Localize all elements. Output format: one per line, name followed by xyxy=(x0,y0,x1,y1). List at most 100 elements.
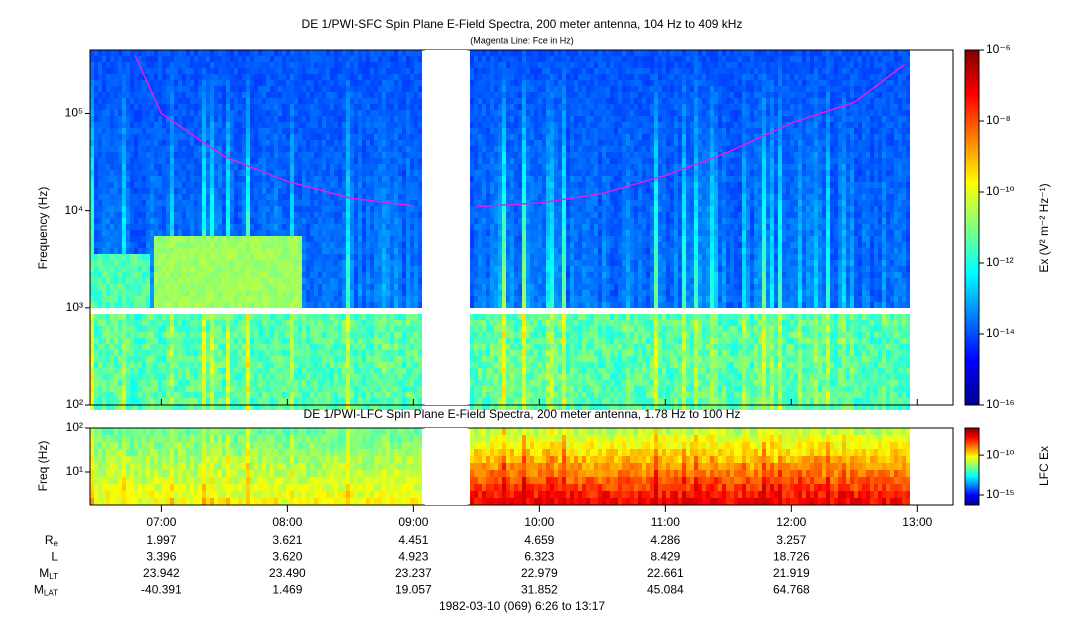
spectrogram-cell xyxy=(130,200,134,206)
spectrogram-cell xyxy=(322,470,326,477)
spectrogram-cell xyxy=(234,212,238,218)
spectrogram-cell xyxy=(90,236,94,242)
spectrogram-cell xyxy=(294,338,298,344)
spectrogram-cell xyxy=(282,62,286,68)
spectrogram-cell xyxy=(126,140,130,146)
spectrogram-cell xyxy=(270,314,274,320)
spectrogram-cell xyxy=(90,140,94,146)
spectrogram-cell xyxy=(286,116,290,122)
spectrogram-cell xyxy=(262,477,266,484)
spectrogram-cell xyxy=(198,392,202,398)
spectrogram-cell xyxy=(362,206,366,212)
spectrogram-cell xyxy=(282,344,286,350)
spectrogram-cell xyxy=(298,170,302,176)
spectrogram-cell xyxy=(110,338,114,344)
spectrogram-cell xyxy=(134,266,138,272)
spectrogram-cell xyxy=(242,362,246,368)
spectrogram-cell xyxy=(370,194,374,200)
spectrogram-cell xyxy=(338,104,342,110)
spectrogram-cell xyxy=(94,242,98,248)
spectrogram-cell xyxy=(346,56,350,62)
spectrogram-cell xyxy=(294,62,298,68)
spectrogram-cell xyxy=(142,266,146,272)
spectrogram-cell xyxy=(362,326,366,332)
spectrogram-cell xyxy=(106,242,110,248)
spectrogram-cell xyxy=(270,92,274,98)
spectrogram-cell xyxy=(210,80,214,86)
spectrogram-cell xyxy=(274,477,278,484)
spectrogram-cell xyxy=(270,80,274,86)
spectrogram-cell xyxy=(282,470,286,477)
spectrogram-cell xyxy=(94,236,98,242)
spectrogram-cell xyxy=(150,456,154,463)
spectrogram-cell xyxy=(170,254,174,260)
spectrogram-cell xyxy=(230,435,234,442)
spectrogram-cell xyxy=(322,116,326,122)
spectrogram-cell xyxy=(166,449,170,456)
spectrogram-cell xyxy=(170,272,174,278)
spectrogram-cell xyxy=(118,62,122,68)
spectrogram-cell xyxy=(194,236,198,242)
spectrogram-cell xyxy=(362,314,366,320)
spectrogram-cell xyxy=(94,218,98,224)
spectrogram-cell xyxy=(102,224,106,230)
spectrogram-cell xyxy=(270,398,274,404)
spectrogram-cell xyxy=(238,484,242,491)
spectrogram-cell xyxy=(214,456,218,463)
spectrogram-cell xyxy=(234,170,238,176)
spectrogram-cell xyxy=(286,498,290,505)
spectrogram-cell xyxy=(122,242,126,248)
spectrogram-cell xyxy=(206,362,210,368)
spectrogram-cell xyxy=(306,74,310,80)
spectrogram-cell xyxy=(126,284,130,290)
spectrogram-cell xyxy=(370,224,374,230)
spectrogram-cell xyxy=(150,380,154,386)
spectrogram-cell xyxy=(210,302,214,308)
spectrogram-cell xyxy=(246,146,250,152)
spectrogram-cell xyxy=(130,254,134,260)
spectrogram-cell xyxy=(166,284,170,290)
spectrogram-cell xyxy=(222,188,226,194)
spectrogram-cell xyxy=(118,428,122,435)
spectrogram-cell xyxy=(218,272,222,278)
spectrogram-cell xyxy=(302,290,306,296)
spectrogram-cell xyxy=(186,218,190,224)
spectrogram-cell xyxy=(150,326,154,332)
spectrogram-cell xyxy=(146,158,150,164)
spectrogram-cell xyxy=(146,368,150,374)
spectrogram-cell xyxy=(174,260,178,266)
spectrogram-cell xyxy=(366,428,370,435)
spectrogram-cell xyxy=(118,218,122,224)
spectrogram-cell xyxy=(98,350,102,356)
spectrogram-cell xyxy=(170,386,174,392)
spectrogram-cell xyxy=(114,122,118,128)
spectrogram-cell xyxy=(350,254,354,260)
spectrogram-cell xyxy=(94,104,98,110)
spectrogram-cell xyxy=(214,272,218,278)
spectrogram-cell xyxy=(250,194,254,200)
spectrogram-cell xyxy=(310,404,314,410)
spectrogram-cell xyxy=(270,428,274,435)
spectrogram-cell xyxy=(210,50,214,56)
spectrogram-cell xyxy=(338,62,342,68)
spectrogram-cell xyxy=(194,404,198,410)
spectrogram-cell xyxy=(210,470,214,477)
spectrogram-cell xyxy=(278,74,282,80)
spectrogram-cell xyxy=(250,146,254,152)
spectrogram-cell xyxy=(334,68,338,74)
spectrogram-cell xyxy=(166,248,170,254)
spectrogram-cell xyxy=(90,272,94,278)
spectrogram-cell xyxy=(254,344,258,350)
spectrogram-cell xyxy=(298,248,302,254)
spectrogram-cell xyxy=(90,92,94,98)
spectrogram-cell xyxy=(130,449,134,456)
spectrogram-cell xyxy=(182,68,186,74)
spectrogram-cell xyxy=(290,491,294,498)
spectrogram-cell xyxy=(350,56,354,62)
spectrogram-cell xyxy=(90,170,94,176)
spectrogram-cell xyxy=(218,463,222,470)
spectrogram-cell xyxy=(102,158,106,164)
spectrogram-cell xyxy=(342,320,346,326)
spectrogram-cell xyxy=(122,158,126,164)
spectrogram-cell xyxy=(134,332,138,338)
